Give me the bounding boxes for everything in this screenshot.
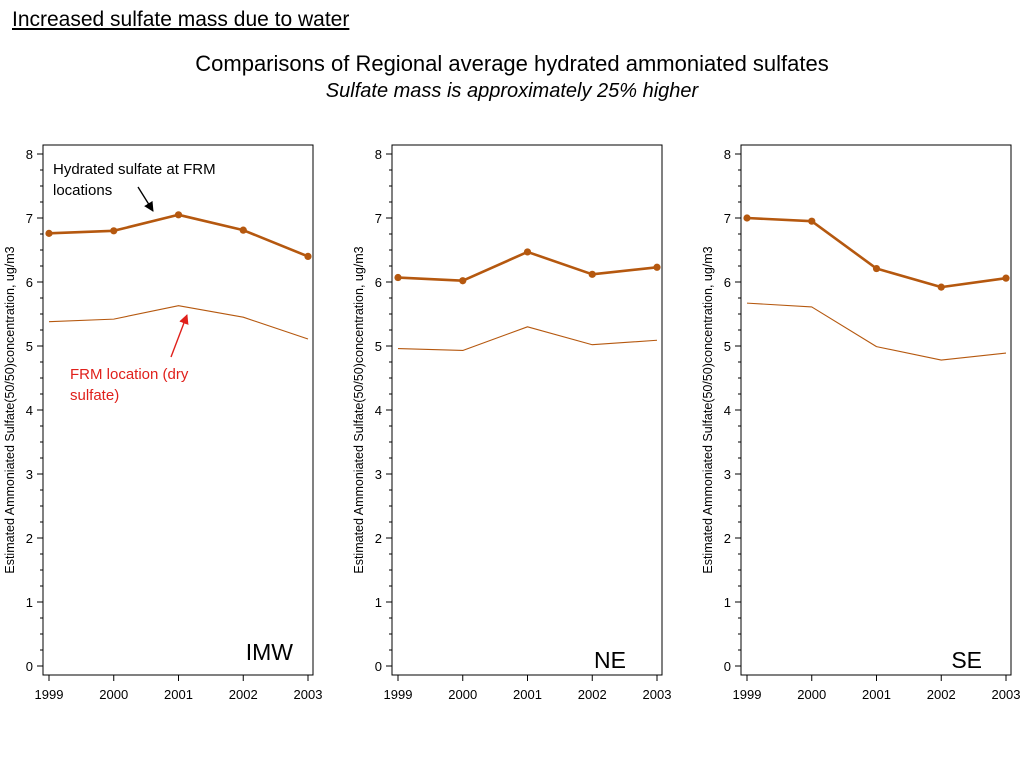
chart-panel-ne: 0 1 2 3 4 5 6 7 8 1999 2000 2001 2002 2003 Estimated A…	[352, 144, 672, 702]
plot-frame	[391, 144, 663, 676]
x-tick-label: 1999	[733, 687, 762, 702]
series-line-dry	[397, 326, 658, 352]
data-point	[394, 273, 402, 282]
region-label: IMW	[246, 639, 294, 665]
series-line-hydrated	[48, 213, 309, 258]
y-tick-label: 0	[724, 659, 731, 674]
chart-panel-se: 0 1 2 3 4 5 6 7 8 1999 2000 2001 2002 2003 Estimated A…	[701, 144, 1021, 702]
y-tick-label: 1	[724, 595, 731, 610]
y-tick-label: 3	[724, 467, 731, 482]
y-tick-label: 3	[26, 467, 33, 482]
series-line-dry	[48, 305, 309, 340]
y-tick-label: 0	[375, 659, 382, 674]
chart-panel-imw: 0 1 2 3 4 5 6 7 8 1999 2000 2001 2002 2003 Estimated A…	[3, 144, 323, 702]
y-tick-label: 4	[375, 403, 382, 418]
y-tick-label: 1	[26, 595, 33, 610]
y-tick-label: 2	[375, 531, 382, 546]
y-tick-label: 5	[26, 339, 33, 354]
y-tick-label: 1	[375, 595, 382, 610]
x-tick-label: 2002	[927, 687, 956, 702]
y-tick-label: 6	[724, 275, 731, 290]
y-tick-label: 0	[26, 659, 33, 674]
x-tick-label: 2002	[578, 687, 607, 702]
chart-subtitle: Sulfate mass is approximately 25% higher	[325, 80, 699, 102]
annotation-text: FRM location (dry	[70, 366, 189, 383]
annotation-arrow	[170, 314, 189, 358]
y-tick-label: 7	[26, 211, 33, 226]
y-tick-label: 6	[26, 275, 33, 290]
y-tick-label: 5	[724, 339, 731, 354]
y-tick-label: 2	[26, 531, 33, 546]
annotation-arrow	[137, 186, 154, 212]
y-tick-label: 3	[375, 467, 382, 482]
y-tick-label: 4	[26, 403, 33, 418]
annotation-text: sulfate)	[70, 387, 119, 404]
data-point	[110, 227, 118, 235]
plot-frame	[740, 144, 1012, 676]
y-tick-label: 7	[724, 211, 731, 226]
x-tick-label: 2001	[862, 687, 891, 702]
y-axis-label: Estimated Ammoniated Sulfate(50/50)conce…	[352, 246, 366, 573]
data-point	[459, 277, 467, 285]
x-tick-label: 2003	[294, 687, 323, 702]
data-point	[239, 226, 247, 234]
data-point	[523, 248, 532, 256]
x-tick-label: 2003	[992, 687, 1021, 702]
data-point	[45, 229, 53, 237]
x-tick-label: 2003	[643, 687, 672, 702]
x-tick-label: 2000	[99, 687, 128, 702]
chart-title: Comparisons of Regional average hydrated…	[195, 51, 829, 76]
region-label: SE	[951, 647, 982, 673]
x-tick-label: 1999	[384, 687, 413, 702]
x-tick-label: 2000	[448, 687, 477, 702]
y-tick-label: 2	[724, 531, 731, 546]
annotation-text: Hydrated sulfate at FRM	[53, 161, 216, 178]
y-tick-label: 6	[375, 275, 382, 290]
x-tick-label: 2000	[797, 687, 826, 702]
data-point	[1002, 274, 1010, 282]
y-tick-label: 8	[375, 147, 382, 162]
region-label: NE	[594, 647, 626, 673]
data-point	[872, 264, 881, 273]
series-line-dry	[746, 302, 1007, 361]
x-tick-label: 2001	[164, 687, 193, 702]
series-line-hydrated	[397, 250, 658, 283]
y-tick-label: 8	[724, 147, 731, 162]
annotation-text: locations	[53, 182, 112, 199]
x-tick-label: 1999	[35, 687, 64, 702]
y-tick-label: 8	[26, 147, 33, 162]
series-line-hydrated	[746, 216, 1007, 289]
y-tick-label: 7	[375, 211, 382, 226]
data-point	[808, 217, 816, 225]
y-tick-label: 5	[375, 339, 382, 354]
data-point	[743, 214, 751, 222]
data-point	[653, 263, 661, 271]
data-point	[588, 270, 596, 278]
data-point	[174, 211, 183, 219]
plot-frame	[42, 144, 314, 676]
y-axis-label: Estimated Ammoniated Sulfate(50/50)conce…	[3, 246, 17, 573]
data-point	[937, 283, 945, 291]
data-point	[304, 252, 312, 260]
x-tick-label: 2002	[229, 687, 258, 702]
x-tick-label: 2001	[513, 687, 542, 702]
page-heading: Increased sulfate mass due to water	[12, 8, 350, 31]
y-axis-label: Estimated Ammoniated Sulfate(50/50)conce…	[701, 246, 715, 573]
y-tick-label: 4	[724, 403, 731, 418]
